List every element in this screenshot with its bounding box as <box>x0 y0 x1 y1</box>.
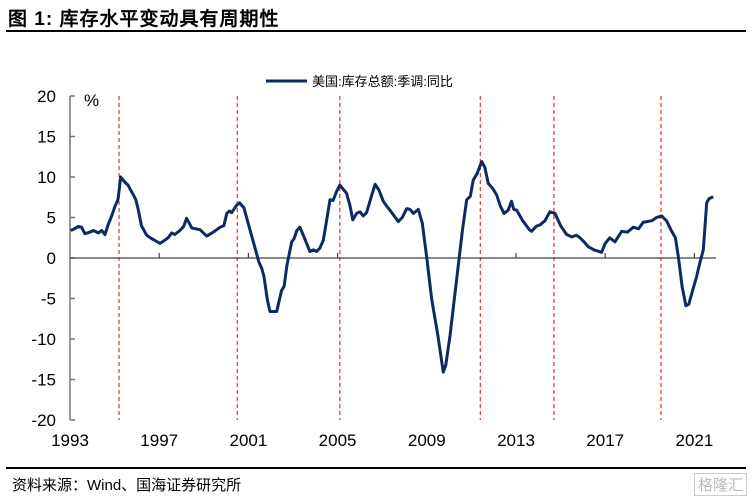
figure-title: 图 1: 库存水平变动具有周期性 <box>8 9 280 30</box>
x-tick-label: 2005 <box>319 431 357 450</box>
source-divider <box>6 467 746 469</box>
y-tick-label: -5 <box>41 290 56 309</box>
y-tick-label: 0 <box>47 249 56 268</box>
y-tick-label: -15 <box>31 371 56 390</box>
y-tick-label: 15 <box>37 128 56 147</box>
y-axis-unit: % <box>84 91 99 110</box>
source-note: 资料来源：Wind、国海证券研究所 <box>12 477 242 494</box>
y-tick-label: -20 <box>31 411 56 430</box>
x-tick-label: 1993 <box>51 431 89 450</box>
x-tick-label: 2021 <box>675 431 713 450</box>
series-line <box>70 160 714 374</box>
y-tick-label: 5 <box>47 209 56 228</box>
legend: 美国:库存总额:季调:同比 <box>266 74 453 89</box>
x-tick-label: 2009 <box>408 431 446 450</box>
y-tick-label: -10 <box>31 330 56 349</box>
legend-label: 美国:库存总额:季调:同比 <box>312 74 453 89</box>
title-divider <box>6 30 746 32</box>
y-tick-label: 20 <box>37 87 56 106</box>
y-tick-label: 10 <box>37 168 56 187</box>
x-tick-label: 1997 <box>140 431 178 450</box>
x-tick-label: 2001 <box>229 431 267 450</box>
watermark-logo: 格隆汇 <box>693 473 747 496</box>
x-tick-label: 2013 <box>497 431 535 450</box>
x-tick-label: 2017 <box>586 431 624 450</box>
